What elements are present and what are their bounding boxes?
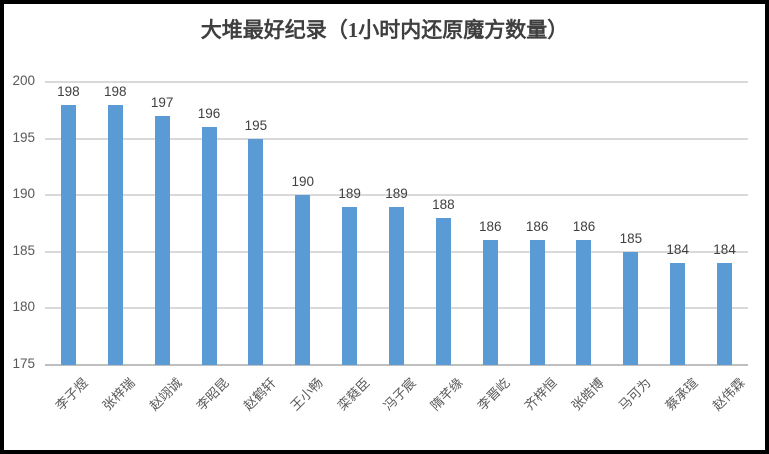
gridline-200 (45, 81, 748, 83)
x-axis-category-label: 赵翊诚 (146, 375, 185, 414)
bar-value-label: 189 (385, 185, 408, 201)
bar (60, 104, 76, 365)
y-axis-tick-label: 180 (12, 299, 35, 315)
x-axis-category-label: 李昭昆 (193, 375, 232, 414)
x-axis-category-label: 王小畅 (287, 375, 326, 414)
bar-value-label: 184 (666, 242, 689, 258)
x-axis-category-label: 赵伟霖 (709, 375, 748, 414)
x-axis-category-label: 栾蕤臣 (334, 375, 373, 414)
x-axis-category-label: 赵鹤轩 (240, 375, 279, 414)
bar (389, 206, 404, 365)
bar (482, 240, 498, 365)
bar-value-label: 188 (432, 196, 455, 212)
x-axis-category-label: 张皓博 (568, 375, 607, 414)
bar-value-label: 186 (478, 219, 502, 235)
x-axis-category-label: 张梓瑞 (99, 375, 139, 414)
bar (248, 138, 264, 365)
x-axis-category-label: 冯子宸 (381, 375, 420, 414)
bar (295, 195, 311, 365)
bar (201, 127, 217, 365)
x-axis-category-label: 隋芊缘 (427, 375, 467, 414)
bar (670, 263, 686, 365)
bar (107, 104, 123, 365)
gridline-195 (45, 137, 748, 140)
bar (717, 263, 733, 365)
bar-value-label: 186 (525, 219, 549, 235)
y-axis-tick-label: 175 (12, 356, 35, 371)
x-axis-category-label: 李子煜 (52, 375, 92, 414)
bar (342, 206, 358, 365)
bar-value-label: 185 (619, 230, 643, 246)
bar-value-label: 186 (572, 219, 596, 235)
plot-area: 175 180 185 190 195 200 198 李子煜 198 张梓瑞 197 赵翊诚 196 李… (12, 73, 748, 413)
y-axis-tick-label: 190 (12, 186, 35, 202)
bar (529, 240, 545, 365)
x-axis-category-label: 齐梓恒 (521, 375, 560, 414)
x-axis-category-label: 李晋屹 (474, 375, 513, 414)
bar-value-label: 184 (713, 242, 736, 258)
bar-value-label: 195 (244, 117, 268, 133)
bar-value-label: 196 (197, 106, 221, 122)
bar (154, 115, 170, 365)
y-axis-tick-label: 195 (12, 129, 35, 145)
x-axis-category-label: 马可为 (615, 375, 654, 414)
bar-value-label: 198 (104, 83, 127, 99)
bar-value-label: 189 (338, 185, 361, 201)
bar-value-label: 198 (57, 83, 80, 99)
gridline-190 (45, 194, 748, 197)
bar-value-label: 190 (291, 174, 315, 190)
bar-value-label: 197 (150, 94, 174, 110)
x-axis-line (45, 364, 748, 366)
bar (623, 251, 639, 365)
y-axis-tick-label: 200 (12, 73, 35, 88)
x-axis-category-label: 蔡承瑄 (662, 375, 701, 414)
y-axis-tick-label: 185 (12, 242, 35, 258)
chart-title: 大堆最好纪录（1小时内还原魔方数量） (200, 18, 569, 42)
bar (435, 217, 451, 365)
bar (576, 240, 592, 365)
